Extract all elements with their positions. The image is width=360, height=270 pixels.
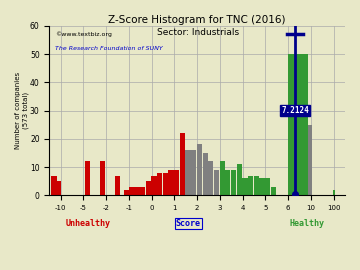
Bar	[56, 181, 61, 195]
Y-axis label: Number of companies
(573 total): Number of companies (573 total)	[15, 72, 28, 149]
Bar	[203, 153, 208, 195]
Bar	[271, 187, 276, 195]
Bar	[168, 170, 174, 195]
Bar	[242, 178, 248, 195]
Bar	[140, 187, 145, 195]
Bar	[214, 170, 219, 195]
Bar	[259, 178, 265, 195]
Bar	[85, 161, 90, 195]
Text: Sector: Industrials: Sector: Industrials	[157, 28, 239, 37]
Text: Score: Score	[176, 219, 201, 228]
Bar	[248, 176, 253, 195]
Bar	[151, 176, 157, 195]
Bar	[185, 150, 191, 195]
Bar	[163, 173, 168, 195]
Text: 7.2124: 7.2124	[281, 106, 309, 115]
Bar	[174, 170, 179, 195]
Bar	[265, 178, 270, 195]
Bar	[100, 161, 105, 195]
Bar	[180, 133, 185, 195]
Bar	[129, 187, 134, 195]
Bar	[124, 190, 129, 195]
Bar	[225, 170, 230, 195]
Bar	[288, 54, 308, 195]
Text: Unhealthy: Unhealthy	[65, 219, 110, 228]
Bar	[197, 144, 202, 195]
Bar	[51, 176, 57, 195]
Title: Z-Score Histogram for TNC (2016): Z-Score Histogram for TNC (2016)	[108, 15, 286, 25]
Text: Healthy: Healthy	[289, 219, 324, 228]
Bar	[146, 181, 151, 195]
Bar	[333, 190, 334, 195]
Bar	[220, 161, 225, 195]
Text: ©www.textbiz.org: ©www.textbiz.org	[55, 31, 112, 36]
Bar	[231, 170, 236, 195]
Bar	[254, 176, 259, 195]
Bar	[191, 150, 197, 195]
Text: The Research Foundation of SUNY: The Research Foundation of SUNY	[55, 46, 163, 51]
Bar	[308, 125, 312, 195]
Bar	[208, 161, 213, 195]
Bar	[157, 173, 162, 195]
Bar	[237, 164, 242, 195]
Bar	[134, 187, 140, 195]
Bar	[115, 176, 120, 195]
